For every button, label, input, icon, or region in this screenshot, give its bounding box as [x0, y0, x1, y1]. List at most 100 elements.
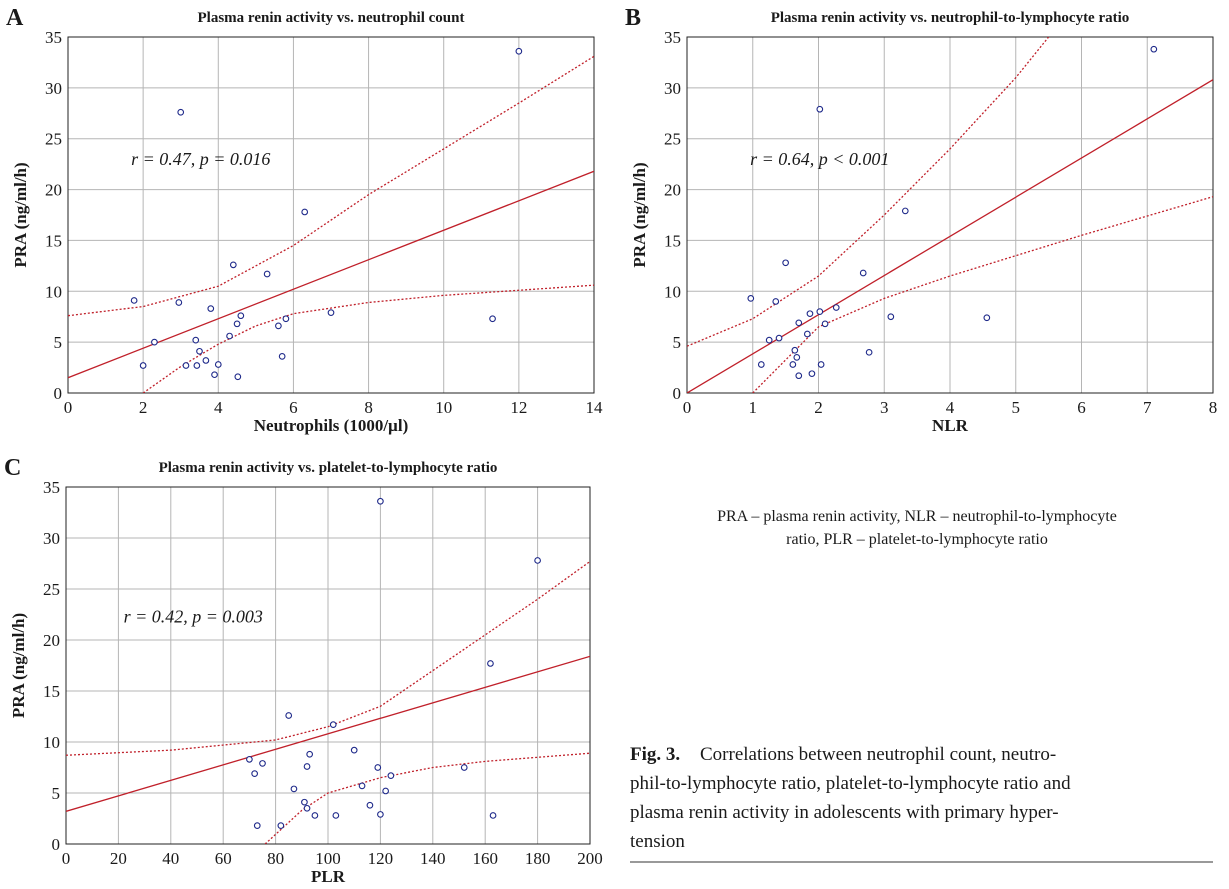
point — [832, 304, 840, 311]
x-tick-label: 60 — [215, 849, 232, 868]
point — [887, 313, 895, 321]
plot-frame — [686, 36, 1214, 394]
y-tick-label: 10 — [45, 282, 62, 301]
fit-line — [687, 79, 1213, 393]
point — [202, 357, 210, 364]
x-tick-label: 2 — [814, 398, 823, 417]
y-tick-label: 20 — [43, 631, 60, 650]
point — [285, 712, 293, 719]
y-tick-label: 15 — [43, 682, 60, 701]
fit-line — [68, 170, 594, 379]
y-tick-label: 30 — [45, 79, 62, 98]
y-tick-label: 25 — [664, 130, 681, 149]
abbreviations: ratio, PLR – platelet-to-lymphocyte rati… — [786, 531, 1048, 548]
point — [1150, 45, 1158, 53]
point — [311, 812, 319, 819]
x-tick-label: 12 — [510, 398, 527, 417]
panel-letter: B — [625, 5, 641, 31]
caption-label: Fig. 3. — [630, 744, 680, 765]
chart-title: Plasma renin activity vs. platelet-to-ly… — [159, 460, 498, 476]
y-tick-label: 15 — [664, 231, 681, 250]
point — [534, 557, 541, 564]
panel-letter: C — [4, 455, 21, 481]
point — [358, 782, 366, 790]
point — [806, 310, 814, 318]
point — [782, 259, 789, 267]
point — [139, 362, 147, 369]
x-tick-label: 4 — [946, 398, 955, 417]
point — [290, 785, 298, 793]
caption: tension — [630, 831, 685, 852]
confidence-band — [142, 284, 594, 393]
x-tick-label: 20 — [110, 849, 127, 868]
point — [234, 373, 242, 381]
point — [865, 348, 873, 356]
x-axis-label: NLR — [932, 416, 969, 435]
point — [374, 764, 382, 771]
point — [795, 372, 803, 380]
point — [246, 755, 253, 763]
point — [489, 812, 497, 819]
x-tick-label: 160 — [472, 849, 498, 868]
point — [487, 660, 494, 667]
point — [803, 330, 811, 338]
point — [214, 361, 222, 368]
y-axis-label: PRA (ng/ml/h) — [11, 162, 30, 267]
y-tick-label: 5 — [54, 333, 63, 352]
y-tick-label: 5 — [52, 784, 61, 803]
point — [515, 47, 523, 55]
x-tick-label: 6 — [1077, 398, 1086, 417]
point — [303, 804, 311, 812]
confidence-band — [264, 752, 590, 844]
chart-title: Plasma renin activity vs. neutrophil cou… — [198, 10, 465, 26]
caption: plasma renin activity in adolescents wit… — [630, 802, 1059, 823]
panel: 0 2 4 6 8 10 12 14 0 5 10 15 20 25 30 35 A Plasma renin a… — [6, 5, 603, 435]
point — [303, 763, 311, 770]
point — [175, 299, 183, 306]
point — [460, 764, 468, 771]
point — [350, 746, 358, 754]
point — [259, 760, 266, 767]
y-tick-label: 0 — [52, 835, 61, 854]
point — [793, 354, 801, 361]
point — [211, 371, 218, 379]
y-axis-label: PRA (ng/ml/h) — [630, 162, 649, 267]
x-axis-label: PLR — [311, 867, 346, 886]
point — [327, 309, 335, 316]
confidence-band — [68, 55, 594, 317]
y-axis-label: PRA (ng/ml/h) — [9, 613, 28, 718]
point — [791, 346, 799, 354]
annotation: r = 0.42, p = 0.003 — [124, 607, 263, 627]
point — [192, 336, 200, 344]
x-tick-label: 80 — [267, 849, 284, 868]
point — [278, 353, 286, 360]
point — [229, 261, 237, 269]
point — [366, 801, 374, 809]
x-tick-label: 180 — [525, 849, 551, 868]
x-tick-label: 8 — [1209, 398, 1218, 417]
y-tick-label: 0 — [54, 384, 63, 403]
point — [207, 305, 215, 312]
point — [901, 207, 909, 215]
point — [196, 347, 203, 355]
x-tick-label: 100 — [315, 849, 341, 868]
abbreviations: PRA – plasma renin activity, NLR – neutr… — [717, 508, 1117, 525]
y-tick-label: 10 — [43, 733, 60, 752]
y-tick-label: 30 — [664, 79, 681, 98]
point — [329, 721, 337, 729]
point — [332, 812, 340, 819]
point — [757, 361, 765, 368]
point — [177, 108, 185, 116]
point — [237, 312, 245, 320]
caption: Correlations between neutrophil count, n… — [700, 744, 1056, 765]
x-tick-label: 0 — [62, 849, 71, 868]
y-tick-label: 5 — [673, 333, 682, 352]
y-tick-label: 35 — [45, 28, 62, 47]
confidence-band — [66, 560, 590, 756]
x-tick-label: 10 — [435, 398, 452, 417]
caption: phil-to-lymphocyte ratio, platelet-to-ly… — [630, 773, 1071, 794]
x-tick-label: 2 — [139, 398, 148, 417]
x-tick-label: 14 — [586, 398, 604, 417]
x-tick-label: 4 — [214, 398, 223, 417]
annotation: r = 0.47, p = 0.016 — [131, 149, 270, 169]
